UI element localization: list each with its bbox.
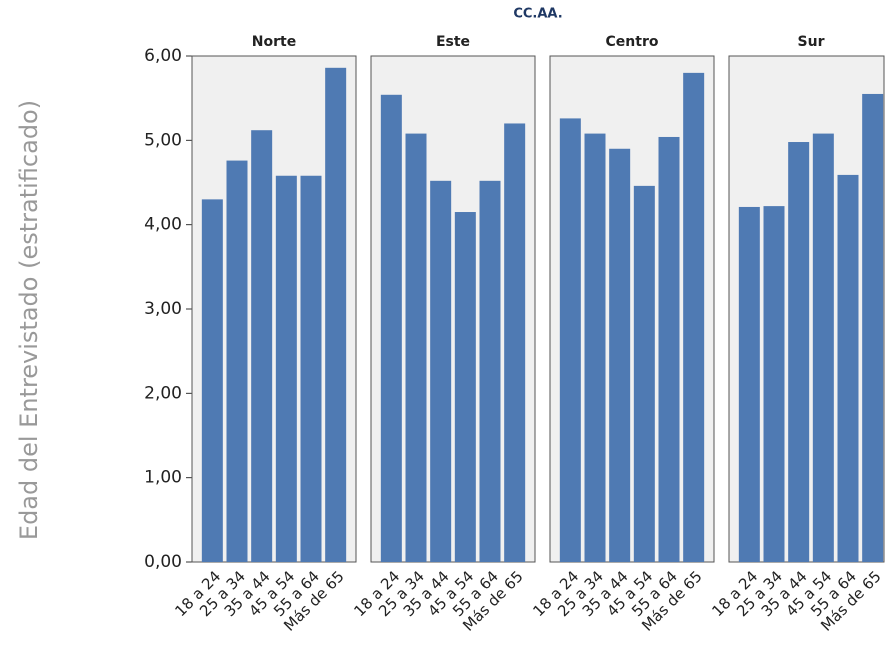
- bar: [504, 123, 526, 562]
- facet-label: Centro: [606, 34, 659, 50]
- y-tick-label: 2,00: [144, 383, 182, 403]
- bar: [584, 133, 606, 562]
- bar: [683, 72, 705, 562]
- bar: [251, 130, 273, 563]
- bar: [430, 180, 452, 562]
- y-tick-label: 3,00: [144, 299, 182, 319]
- chart-title: CC.AA.: [513, 7, 562, 22]
- y-tick-label: 5,00: [144, 130, 182, 150]
- bar: [405, 133, 427, 562]
- bar: [226, 160, 248, 562]
- bar: [812, 133, 834, 562]
- y-tick-label: 1,00: [144, 468, 182, 488]
- bar: [763, 206, 785, 562]
- bar: [658, 136, 680, 562]
- bar: [788, 142, 810, 562]
- facet-label: Este: [436, 34, 470, 50]
- bar: [325, 67, 347, 562]
- bar: [837, 174, 859, 562]
- bar: [454, 212, 476, 562]
- bar: [609, 148, 631, 562]
- y-axis-label: Edad del Entrevistado (estratificado): [15, 100, 43, 540]
- bar: [479, 180, 501, 562]
- bar: [559, 118, 581, 562]
- bar: [201, 199, 223, 562]
- y-tick-label: 0,00: [144, 552, 182, 572]
- bar: [380, 94, 402, 562]
- y-tick-label: 6,00: [144, 46, 182, 66]
- bar: [275, 175, 297, 562]
- bar: [633, 185, 655, 562]
- y-tick-label: 4,00: [144, 215, 182, 235]
- facet-label: Norte: [252, 34, 296, 50]
- bar: [738, 206, 760, 562]
- facet-label: Sur: [798, 34, 825, 50]
- bar: [862, 93, 884, 562]
- bar: [300, 175, 322, 562]
